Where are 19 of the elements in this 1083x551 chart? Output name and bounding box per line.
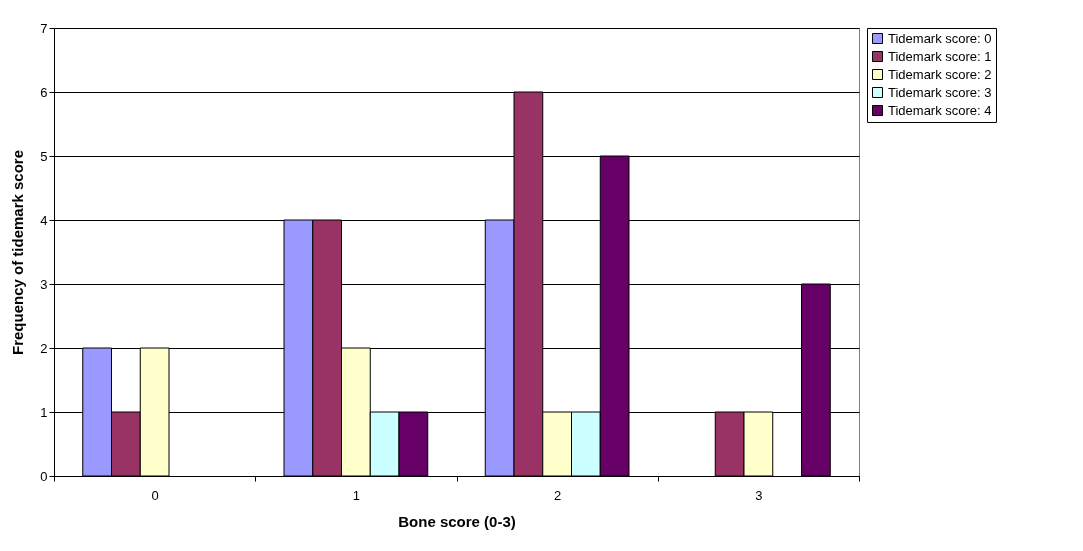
y-tick-label: 0 xyxy=(40,468,48,484)
x-tick-label: 0 xyxy=(151,487,159,503)
x-tick-label: 2 xyxy=(554,487,562,503)
x-axis-title: Bone score (0-3) xyxy=(398,512,516,530)
y-tick-label: 3 xyxy=(40,276,48,292)
legend-label: Tidemark score: 2 xyxy=(888,66,992,82)
y-tick-label: 5 xyxy=(40,148,48,164)
y-tick-label: 4 xyxy=(40,212,48,228)
y-tick-label: 7 xyxy=(40,20,48,36)
legend-label: Tidemark score: 4 xyxy=(888,102,992,118)
x-tick-label: 1 xyxy=(352,487,360,503)
x-tick-label: 3 xyxy=(755,487,763,503)
legend-label: Tidemark score: 3 xyxy=(888,84,992,100)
y-tick-label: 1 xyxy=(40,404,48,420)
y-tick-label: 2 xyxy=(40,340,48,356)
y-tick-label: 6 xyxy=(40,84,48,100)
y-axis-title: Frequency of tidemark score xyxy=(9,149,27,356)
legend-label: Tidemark score: 0 xyxy=(888,30,992,46)
legend-label: Tidemark score: 1 xyxy=(888,48,992,64)
